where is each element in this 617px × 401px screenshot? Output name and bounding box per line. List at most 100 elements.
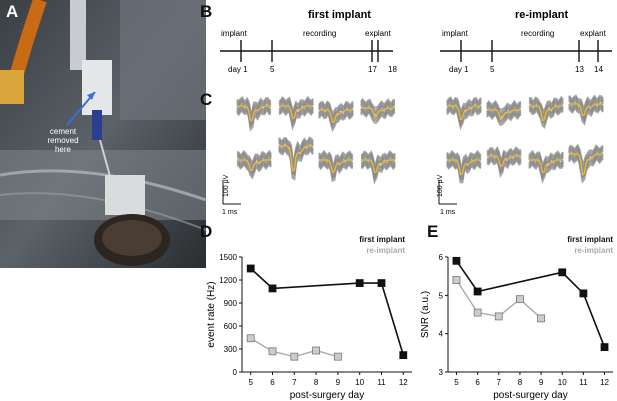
waveform-mean bbox=[447, 105, 481, 121]
y-tick-label: 1500 bbox=[219, 253, 237, 262]
waveform-cluster bbox=[528, 149, 564, 184]
timeline-title: re-implant bbox=[515, 9, 569, 21]
x-tick-label: 6 bbox=[475, 378, 480, 387]
waveform-cluster bbox=[236, 149, 272, 180]
waveform-mean bbox=[529, 159, 563, 174]
waveform-cluster bbox=[278, 95, 314, 131]
waveform-cluster bbox=[528, 95, 564, 130]
timeline-recording-label: recording bbox=[303, 29, 336, 38]
waveform-mean bbox=[237, 105, 271, 122]
y-tick-label: 5 bbox=[439, 291, 444, 300]
waveform-cluster bbox=[236, 96, 272, 132]
timeline-recording-label: recording bbox=[521, 29, 554, 38]
waveform-mean bbox=[529, 105, 563, 122]
y-tick-label: 1200 bbox=[219, 276, 237, 285]
y-axis-label: event rate (Hz) bbox=[206, 281, 217, 347]
waveform-trace bbox=[528, 149, 564, 168]
data-point bbox=[558, 268, 567, 277]
waveform-trace bbox=[568, 107, 604, 126]
scalebar-right: 100 μV 1 ms bbox=[437, 174, 457, 216]
scalebar-v-label: 100 μV bbox=[437, 174, 444, 197]
data-point bbox=[494, 312, 503, 321]
timeline-title: first implant bbox=[308, 9, 371, 21]
waveform-mean bbox=[487, 109, 521, 121]
x-tick-label: 12 bbox=[600, 378, 609, 387]
waveform-trace bbox=[318, 100, 354, 117]
x-tick-label: 9 bbox=[539, 378, 544, 387]
data-point bbox=[246, 334, 255, 343]
panel-label-b: B bbox=[200, 2, 213, 21]
waveform-trace bbox=[528, 108, 564, 130]
x-tick-label: 6 bbox=[270, 378, 275, 387]
data-point bbox=[333, 352, 342, 361]
y-tick-label: 600 bbox=[224, 322, 238, 331]
timeline-explant-label: explant bbox=[580, 29, 607, 38]
waveform-trace bbox=[318, 111, 354, 130]
data-point bbox=[290, 352, 299, 361]
implant-photo bbox=[0, 0, 206, 268]
waveform-cluster bbox=[446, 149, 482, 184]
data-point bbox=[537, 314, 545, 323]
timeline-first: first implant implant recording explant … bbox=[220, 9, 397, 74]
timeline-day: 5 bbox=[490, 65, 495, 74]
timeline-day: 17 bbox=[368, 65, 377, 74]
waveform-cluster bbox=[568, 94, 604, 126]
waveform-mean bbox=[279, 105, 313, 120]
waveform-trace bbox=[446, 108, 482, 131]
waveform-cluster bbox=[318, 100, 354, 133]
timeline-panel: first implant implant recording explant … bbox=[220, 9, 612, 74]
waveform-trace bbox=[446, 162, 482, 184]
data-point bbox=[473, 308, 482, 317]
waveform-trace bbox=[318, 101, 354, 120]
waveform-cluster bbox=[446, 96, 482, 131]
data-point bbox=[268, 347, 277, 356]
waveform-mean bbox=[569, 103, 603, 117]
scalebar-left: 100 μV 1 ms bbox=[222, 174, 241, 216]
legend-re-implant: re-implant bbox=[574, 246, 613, 255]
waveform-panel: 100 μV 1 ms 100 μV 1 ms bbox=[222, 94, 604, 216]
waveform-trace bbox=[361, 154, 396, 174]
cement-annotation: cement removed here bbox=[47, 127, 79, 154]
waveform-trace bbox=[568, 145, 604, 171]
waveform-trace bbox=[446, 97, 482, 118]
x-tick-label: 12 bbox=[399, 378, 408, 387]
data-point bbox=[516, 295, 524, 304]
panel-label-e: E bbox=[427, 222, 439, 241]
x-tick-label: 9 bbox=[336, 378, 341, 387]
waveform-trace bbox=[278, 108, 314, 131]
y-tick-label: 4 bbox=[439, 330, 444, 339]
waveform-trace bbox=[528, 151, 564, 171]
event-rate-chart: 0 300 600 900 1200 1500 5 6 7 8 9 10 11 12 post-surger… bbox=[206, 235, 412, 401]
waveform-trace bbox=[236, 108, 272, 132]
timeline-day: day 1 bbox=[228, 65, 248, 74]
waveform-trace bbox=[446, 96, 482, 114]
y-tick-label: 900 bbox=[224, 299, 238, 308]
x-tick-label: 7 bbox=[497, 378, 502, 387]
timeline-re: re-implant implant recording explant day… bbox=[440, 9, 612, 74]
scalebar-h-label: 1 ms bbox=[222, 209, 238, 216]
data-point bbox=[452, 276, 461, 284]
timeline-day: 18 bbox=[388, 65, 397, 74]
waveform-cluster bbox=[486, 99, 522, 127]
waveform-trace bbox=[568, 156, 604, 184]
data-point bbox=[473, 287, 482, 296]
timeline-implant-label: implant bbox=[221, 29, 248, 38]
y-tick-label: 300 bbox=[224, 345, 238, 354]
x-axis-label: post-surgery day bbox=[493, 390, 567, 401]
waveform-mean bbox=[487, 155, 521, 168]
waveform-trace bbox=[568, 154, 604, 180]
scalebar-v-label: 100 μV bbox=[223, 174, 230, 197]
data-point bbox=[377, 279, 386, 287]
data-point bbox=[399, 351, 408, 360]
data-point bbox=[312, 346, 321, 355]
waveform-trace bbox=[236, 162, 272, 180]
x-tick-label: 5 bbox=[454, 378, 459, 387]
waveform-cluster bbox=[278, 136, 314, 181]
waveform-trace bbox=[236, 100, 272, 120]
data-point bbox=[355, 279, 364, 287]
waveform-mean bbox=[237, 159, 271, 172]
legend-first-implant: first implant bbox=[567, 235, 613, 244]
waveform-trace bbox=[486, 150, 522, 168]
panel-label-d: D bbox=[200, 222, 213, 241]
waveform-trace bbox=[528, 160, 564, 181]
